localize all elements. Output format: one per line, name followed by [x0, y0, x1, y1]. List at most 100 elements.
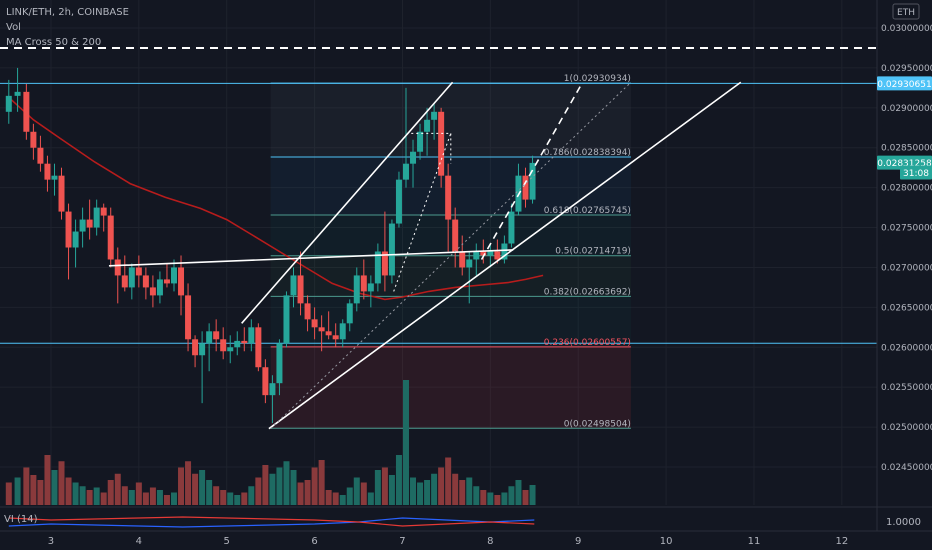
- candle-body: [339, 323, 346, 340]
- candle-body: [473, 251, 480, 260]
- volume-bar: [178, 467, 185, 505]
- candle-body: [248, 327, 255, 344]
- candle: [487, 243, 494, 268]
- volume-bar: [466, 477, 473, 505]
- candle: [255, 323, 262, 372]
- chart-legend: LINK/ETH, 2h, COINBASE Vol MA Cross 50 &…: [6, 5, 129, 50]
- time-tick-label: 12: [835, 536, 848, 547]
- candle: [114, 247, 121, 304]
- volume-bar: [311, 467, 318, 505]
- candle-body: [58, 175, 65, 212]
- time-tick-label: 7: [399, 536, 405, 547]
- volume-bar: [65, 477, 72, 505]
- volume-bar: [276, 467, 283, 505]
- volume-bar: [170, 492, 177, 505]
- candle-body: [381, 251, 388, 276]
- candle-body: [332, 335, 339, 340]
- candle: [51, 163, 58, 196]
- candle-body: [100, 207, 107, 216]
- candle: [402, 87, 409, 188]
- volume-bar: [93, 487, 100, 505]
- candle: [297, 251, 304, 316]
- volume-bar: [227, 492, 234, 505]
- time-tick-label: 9: [575, 536, 581, 547]
- candle-body: [402, 163, 409, 180]
- volume-bar: [163, 495, 170, 505]
- candle-body: [522, 175, 529, 200]
- candle: [213, 319, 220, 352]
- candle-body: [438, 111, 445, 176]
- volume-bar: [114, 473, 121, 505]
- volume-bar: [248, 486, 255, 505]
- volume-bar: [339, 495, 346, 505]
- candle: [72, 219, 79, 268]
- time-tick-label: 8: [487, 536, 493, 547]
- candle-body: [213, 331, 220, 340]
- trendline-drawing: [108, 249, 514, 267]
- volume-bar: [255, 477, 262, 505]
- candle: [318, 315, 325, 352]
- candle-body: [395, 179, 402, 224]
- candle: [410, 139, 417, 188]
- candle: [304, 295, 311, 332]
- candle: [135, 255, 142, 288]
- candle-body: [417, 131, 424, 152]
- price-badge-label: 0.02930651: [877, 80, 931, 90]
- price-tick-label: 0.03000000: [881, 24, 932, 34]
- candle-body: [269, 383, 276, 396]
- volume-bar: [318, 460, 325, 505]
- volume-bar: [283, 461, 290, 505]
- candle-body: [23, 91, 30, 132]
- volume-bar: [269, 473, 276, 505]
- volume-bar: [51, 470, 58, 505]
- volume-bar: [388, 475, 395, 505]
- candle: [438, 107, 445, 188]
- candle-body: [494, 251, 501, 260]
- volume-bar: [445, 457, 452, 505]
- time-tick-label: 11: [748, 536, 761, 547]
- volume-bar: [185, 461, 192, 505]
- volume-bar: [135, 482, 142, 505]
- candle-body: [178, 267, 185, 296]
- candle: [58, 167, 65, 220]
- price-badge-label: 0.02831258: [877, 159, 932, 169]
- candle-body: [149, 287, 156, 296]
- volume-bar: [128, 490, 135, 505]
- candle-body: [262, 367, 269, 396]
- candle: [23, 83, 30, 140]
- candle: [220, 327, 227, 360]
- fib-level-label: 1(0.02930934): [564, 74, 631, 84]
- candle-body: [346, 303, 353, 324]
- candle-body: [466, 259, 473, 268]
- candle: [44, 155, 51, 192]
- candle-body: [445, 175, 452, 220]
- candle: [156, 271, 163, 304]
- trendline-drawing: [393, 133, 452, 292]
- volume-bar: [452, 473, 459, 505]
- candle-body: [44, 163, 51, 180]
- vi-plus-line: [8, 517, 535, 528]
- candle: [311, 307, 318, 340]
- candle-body: [311, 319, 318, 328]
- volume-bar: [360, 482, 367, 505]
- candle-body: [480, 251, 487, 256]
- candle-body: [93, 207, 100, 228]
- candle-body: [297, 275, 304, 304]
- candle: [395, 171, 402, 228]
- fib-zone: [270, 346, 631, 429]
- candle-body: [114, 259, 121, 276]
- currency-badge-label: ETH: [897, 8, 915, 18]
- fib-level-label: 0.618(0.02765745): [544, 206, 631, 216]
- candle: [473, 243, 480, 276]
- candle-body: [206, 331, 213, 344]
- volume-bar: [72, 482, 79, 505]
- candle-body: [367, 283, 374, 292]
- volume-bar: [424, 480, 431, 505]
- price-badge: [877, 76, 932, 91]
- fib-zone: [270, 255, 631, 297]
- candle: [30, 123, 37, 160]
- candle: [14, 67, 21, 112]
- volume-bar: [431, 473, 438, 505]
- price-tick-label: 0.02850000: [881, 144, 932, 154]
